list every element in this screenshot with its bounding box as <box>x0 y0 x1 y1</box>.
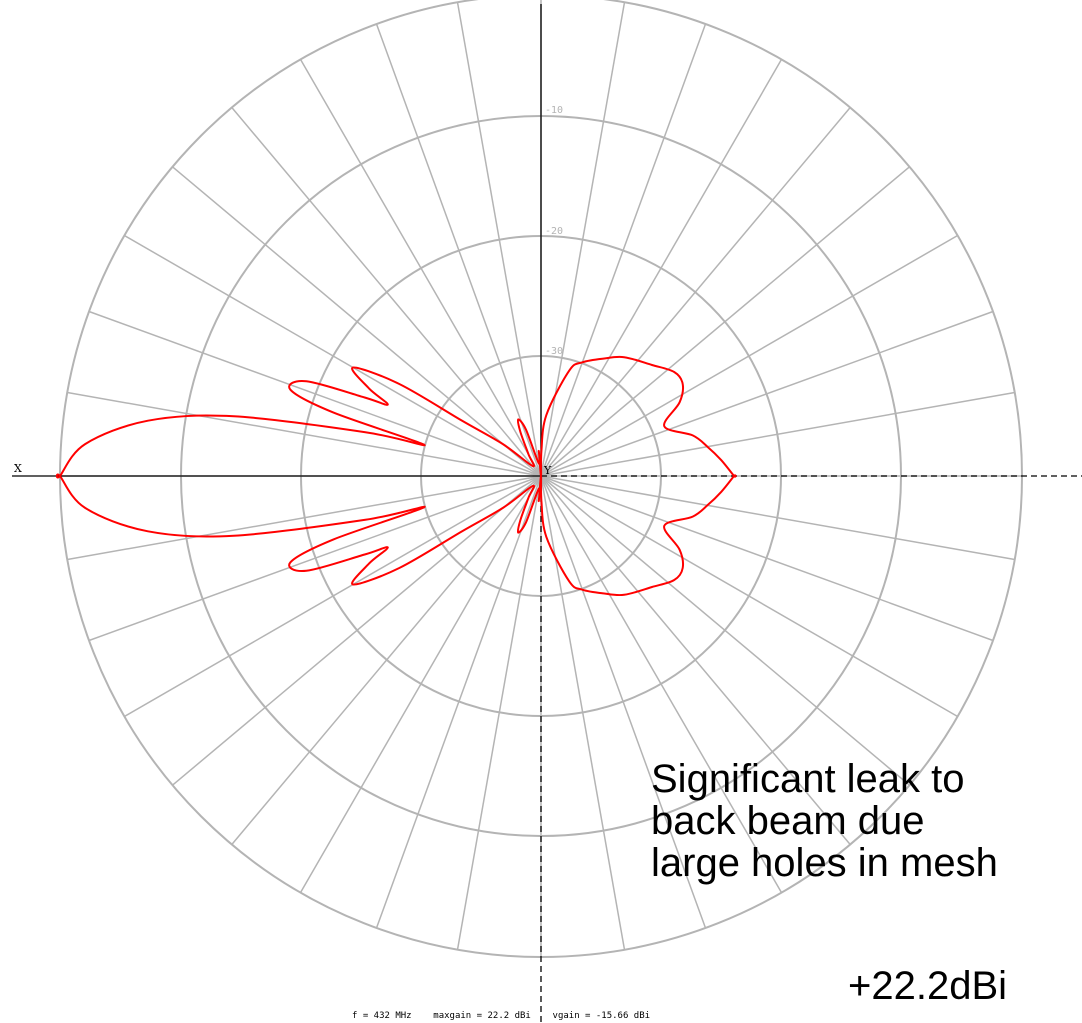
ring-label: -20 <box>545 226 563 237</box>
gain-callout: +22.2dBi <box>848 964 1008 1008</box>
footer-readout: f = 432 MHz maxgain = 22.2 dBi vgain = -… <box>352 1011 650 1021</box>
annotation-line: large holes in mesh <box>651 841 998 885</box>
ring-label: -30 <box>545 346 563 357</box>
frequency-readout: f = 432 MHz <box>352 1011 412 1021</box>
y-axis-label: Y <box>543 464 552 477</box>
x-axis-label: X <box>14 462 22 475</box>
annotation-line: Significant leak to <box>651 757 965 801</box>
annotation-line: back beam due <box>651 799 925 843</box>
radiation-pattern-trace <box>55 355 737 597</box>
annotation-note: Significant leak to back beam due large … <box>651 758 1076 884</box>
vgain-readout: vgain = -15.66 dBi <box>552 1011 651 1021</box>
ring-label: -10 <box>545 105 563 116</box>
maxgain-readout: maxgain = 22.2 dBi <box>433 1011 531 1021</box>
